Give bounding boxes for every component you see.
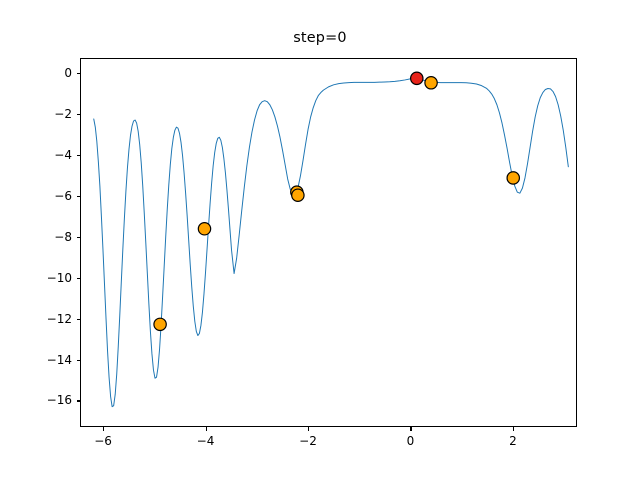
y-axis-tick-mark (76, 400, 80, 402)
y-axis-tick-label: −2 (54, 107, 72, 122)
y-axis-tick-mark (76, 318, 80, 320)
x-axis-tick-mark (103, 427, 105, 431)
y-axis-tick-label: −4 (54, 148, 72, 163)
evaluated-points-group (154, 77, 519, 331)
evaluated-point-marker (154, 318, 166, 330)
objective-line (93, 77, 569, 408)
y-axis-tick-mark (76, 114, 80, 116)
plot-canvas (93, 59, 569, 408)
x-axis-tick-label: 2 (509, 434, 517, 448)
y-axis-tick-label: −14 (46, 352, 72, 367)
y-axis-tick-mark (76, 155, 80, 157)
page-title: step=0 (293, 30, 347, 46)
x-axis-tick-mark (512, 427, 515, 431)
y-axis-tick-mark (76, 359, 80, 361)
x-axis-tick-label: −2 (299, 434, 317, 448)
x-axis-tick-mark (205, 427, 207, 431)
y-axis-tick-label: −10 (46, 270, 72, 285)
y-axis-tick-mark (76, 277, 80, 279)
y-axis-tick-label: 0 (64, 66, 72, 81)
y-axis-tick-mark (76, 236, 80, 238)
y-axis-tick-label: −6 (54, 188, 72, 203)
current-point-group (411, 72, 423, 84)
y-axis-tick-mark (76, 73, 80, 75)
x-axis-tick-label: −4 (196, 434, 215, 448)
x-axis-tick-mark (410, 427, 412, 431)
x-axis-tick-label: 0 (406, 434, 415, 448)
y-axis-tick-label: −12 (46, 311, 72, 326)
plot-axes-area (80, 58, 577, 427)
y-axis-tick-label: −16 (46, 393, 72, 408)
evaluated-point-marker (198, 223, 210, 235)
x-axis-tick-label: −6 (94, 434, 112, 448)
evaluated-point-marker (507, 172, 519, 184)
y-axis-tick-label: −8 (54, 229, 72, 244)
current-point-marker (411, 72, 423, 84)
evaluated-point-marker (292, 189, 304, 201)
x-axis-tick-mark (308, 427, 310, 431)
series-group (93, 77, 569, 408)
y-axis-tick-mark (76, 195, 80, 198)
evaluated-point-marker (425, 77, 437, 89)
